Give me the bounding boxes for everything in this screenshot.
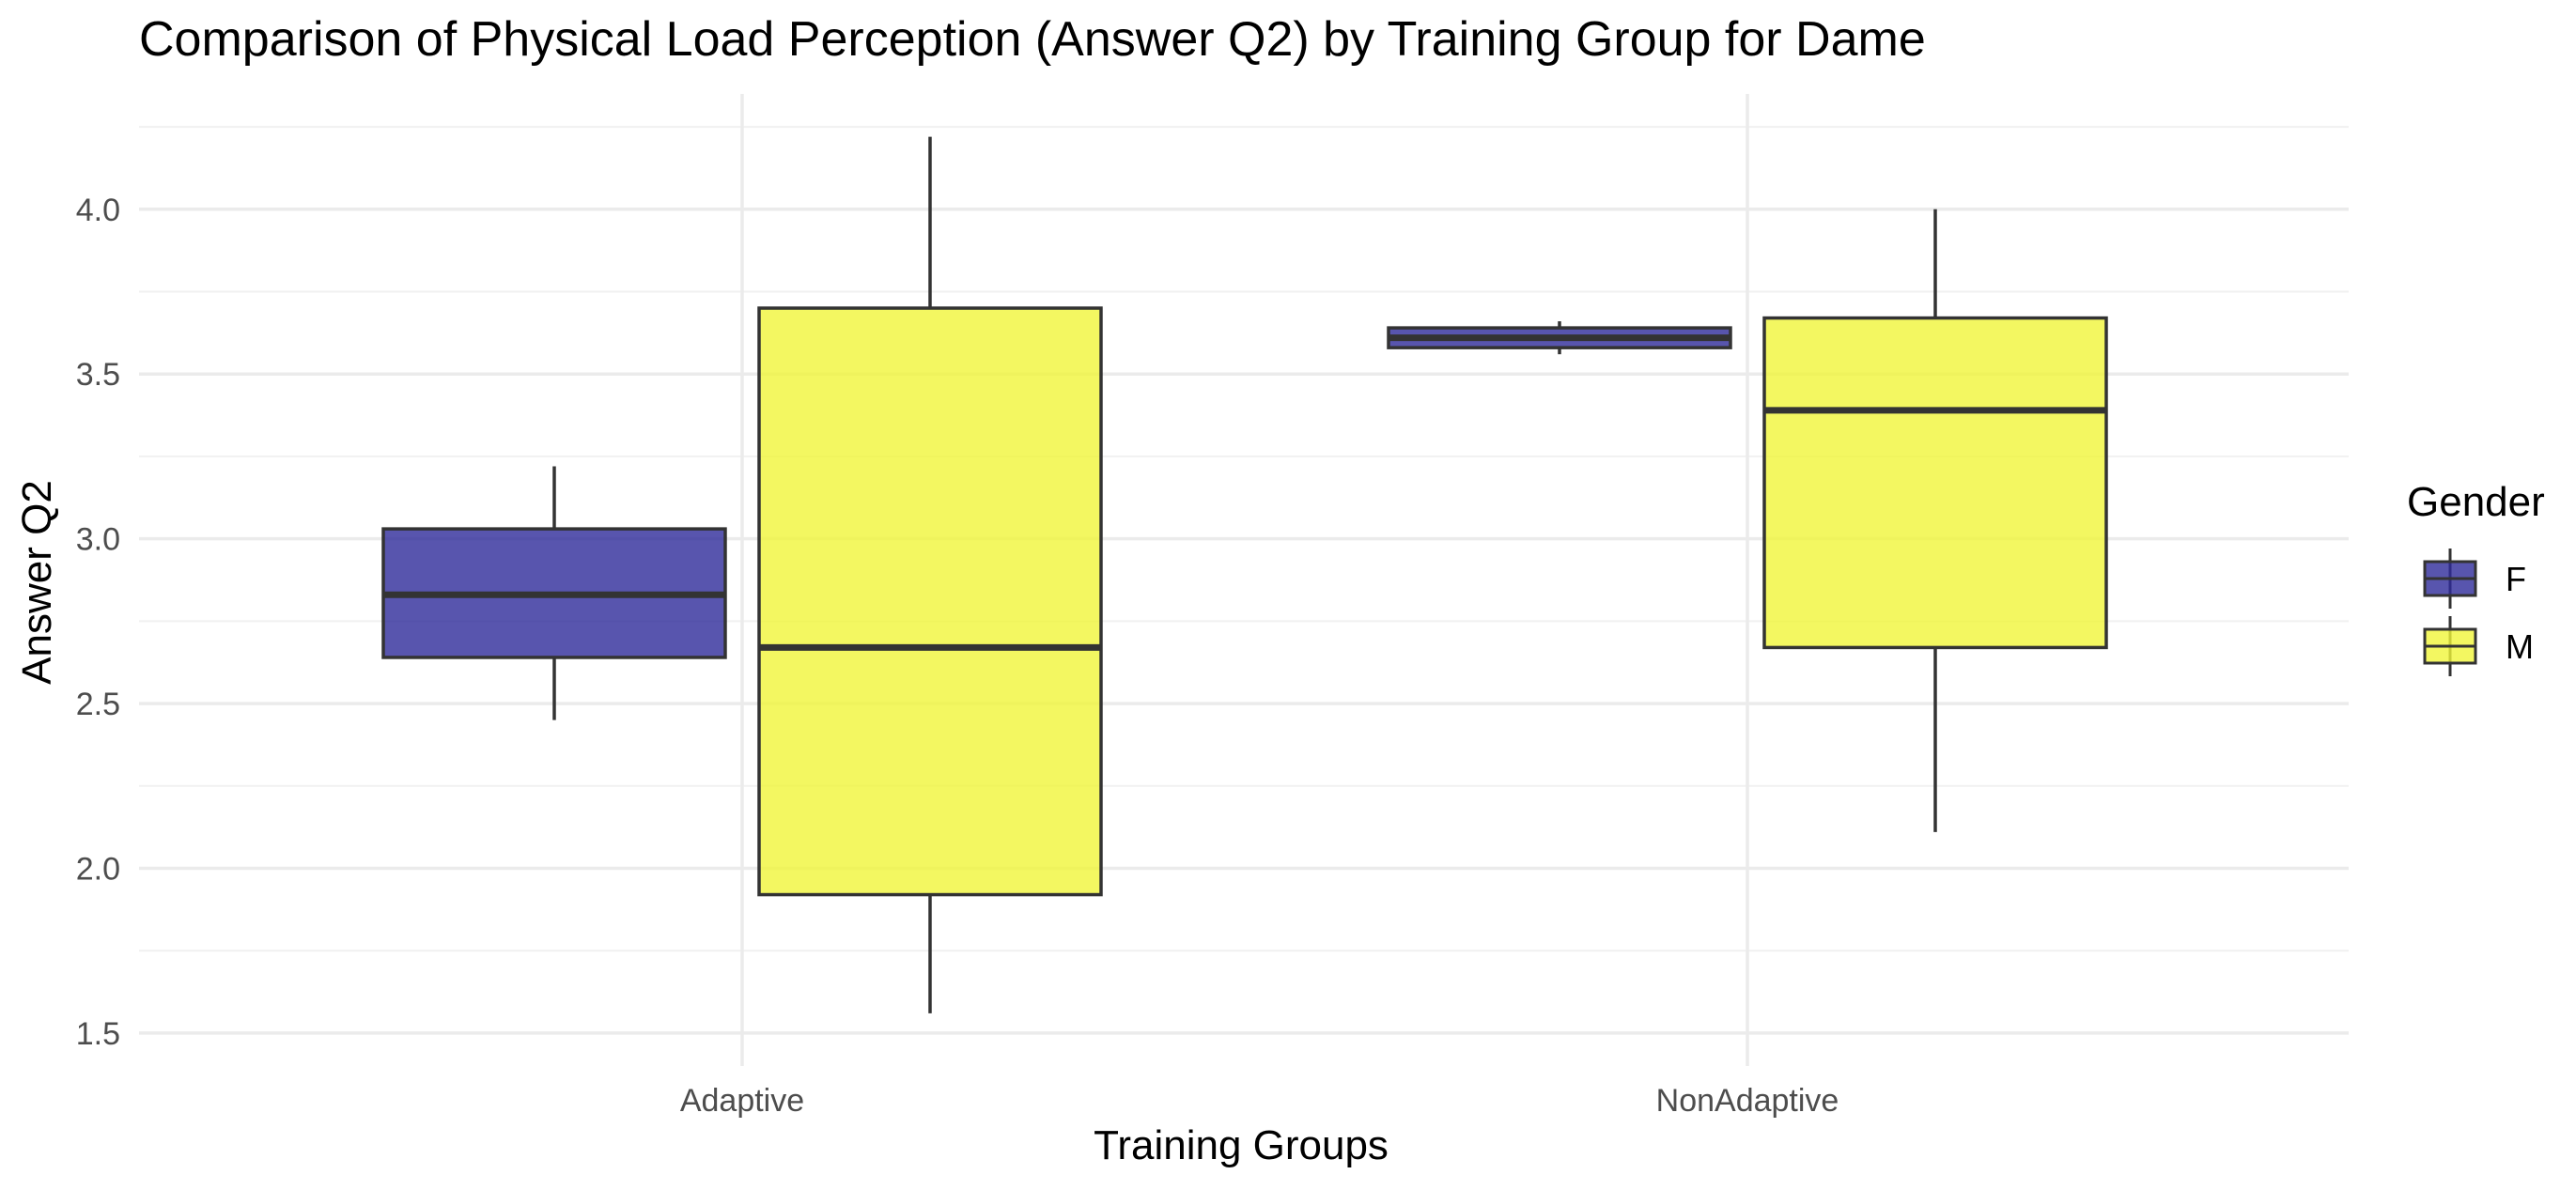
y-tick-label: 2.5 [76,687,120,722]
legend-label-m: M [2506,627,2534,666]
legend-label-f: F [2506,560,2526,598]
x-tick-label: NonAdaptive [1656,1083,1839,1119]
legend-title: Gender [2407,479,2545,525]
box-m-nonadaptive [1762,316,2108,650]
y-tick-label: 3.5 [76,357,120,393]
box-m-adaptive [757,306,1103,897]
chart-title: Comparison of Physical Load Perception (… [139,12,1926,67]
x-axis-label: Training Groups [1094,1122,1389,1168]
y-tick-label: 1.5 [76,1016,120,1052]
y-tick-label: 4.0 [76,193,120,228]
y-tick-label: 2.0 [76,851,120,887]
y-tick-label: 3.0 [76,522,120,558]
x-tick-label: Adaptive [680,1083,804,1119]
